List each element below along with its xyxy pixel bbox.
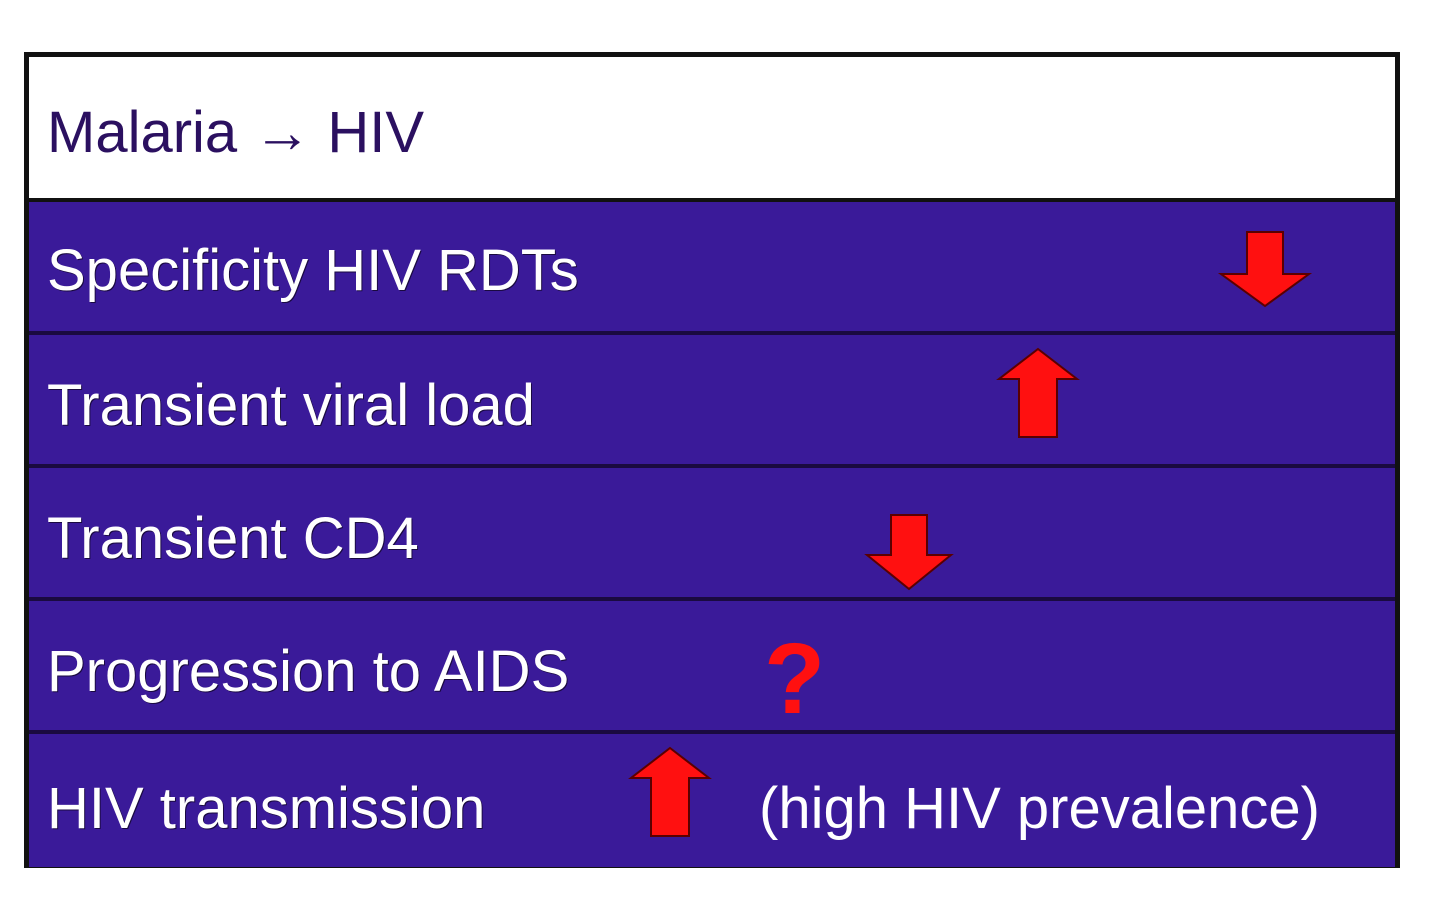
down-arrow-icon <box>863 513 955 593</box>
row-label: Transient viral load <box>47 373 535 438</box>
row-label: Transient CD4 <box>47 506 419 571</box>
table-row: HIV transmission (high HIV prevalence) <box>29 734 1395 867</box>
row-label: HIV transmission <box>47 776 486 841</box>
row-label: Progression to AIDS <box>47 639 570 704</box>
row-note: (high HIV prevalence) <box>759 776 1320 841</box>
comparison-table: Malaria → HIV Specificity HIV RDTs Trans… <box>24 52 1400 868</box>
table-row: Transient viral load <box>29 335 1395 468</box>
down-arrow-icon <box>1217 230 1313 310</box>
table-title: Malaria → HIV <box>47 100 425 165</box>
table-row: Progression to AIDS ? <box>29 601 1395 734</box>
question-mark: ? <box>764 623 826 735</box>
up-arrow-icon <box>627 746 713 840</box>
table-row: Specificity HIV RDTs <box>29 202 1395 335</box>
table-header-row: Malaria → HIV <box>29 57 1395 202</box>
up-arrow-icon <box>995 347 1081 441</box>
row-label: Specificity HIV RDTs <box>47 238 579 303</box>
table-row: Transient CD4 <box>29 468 1395 601</box>
